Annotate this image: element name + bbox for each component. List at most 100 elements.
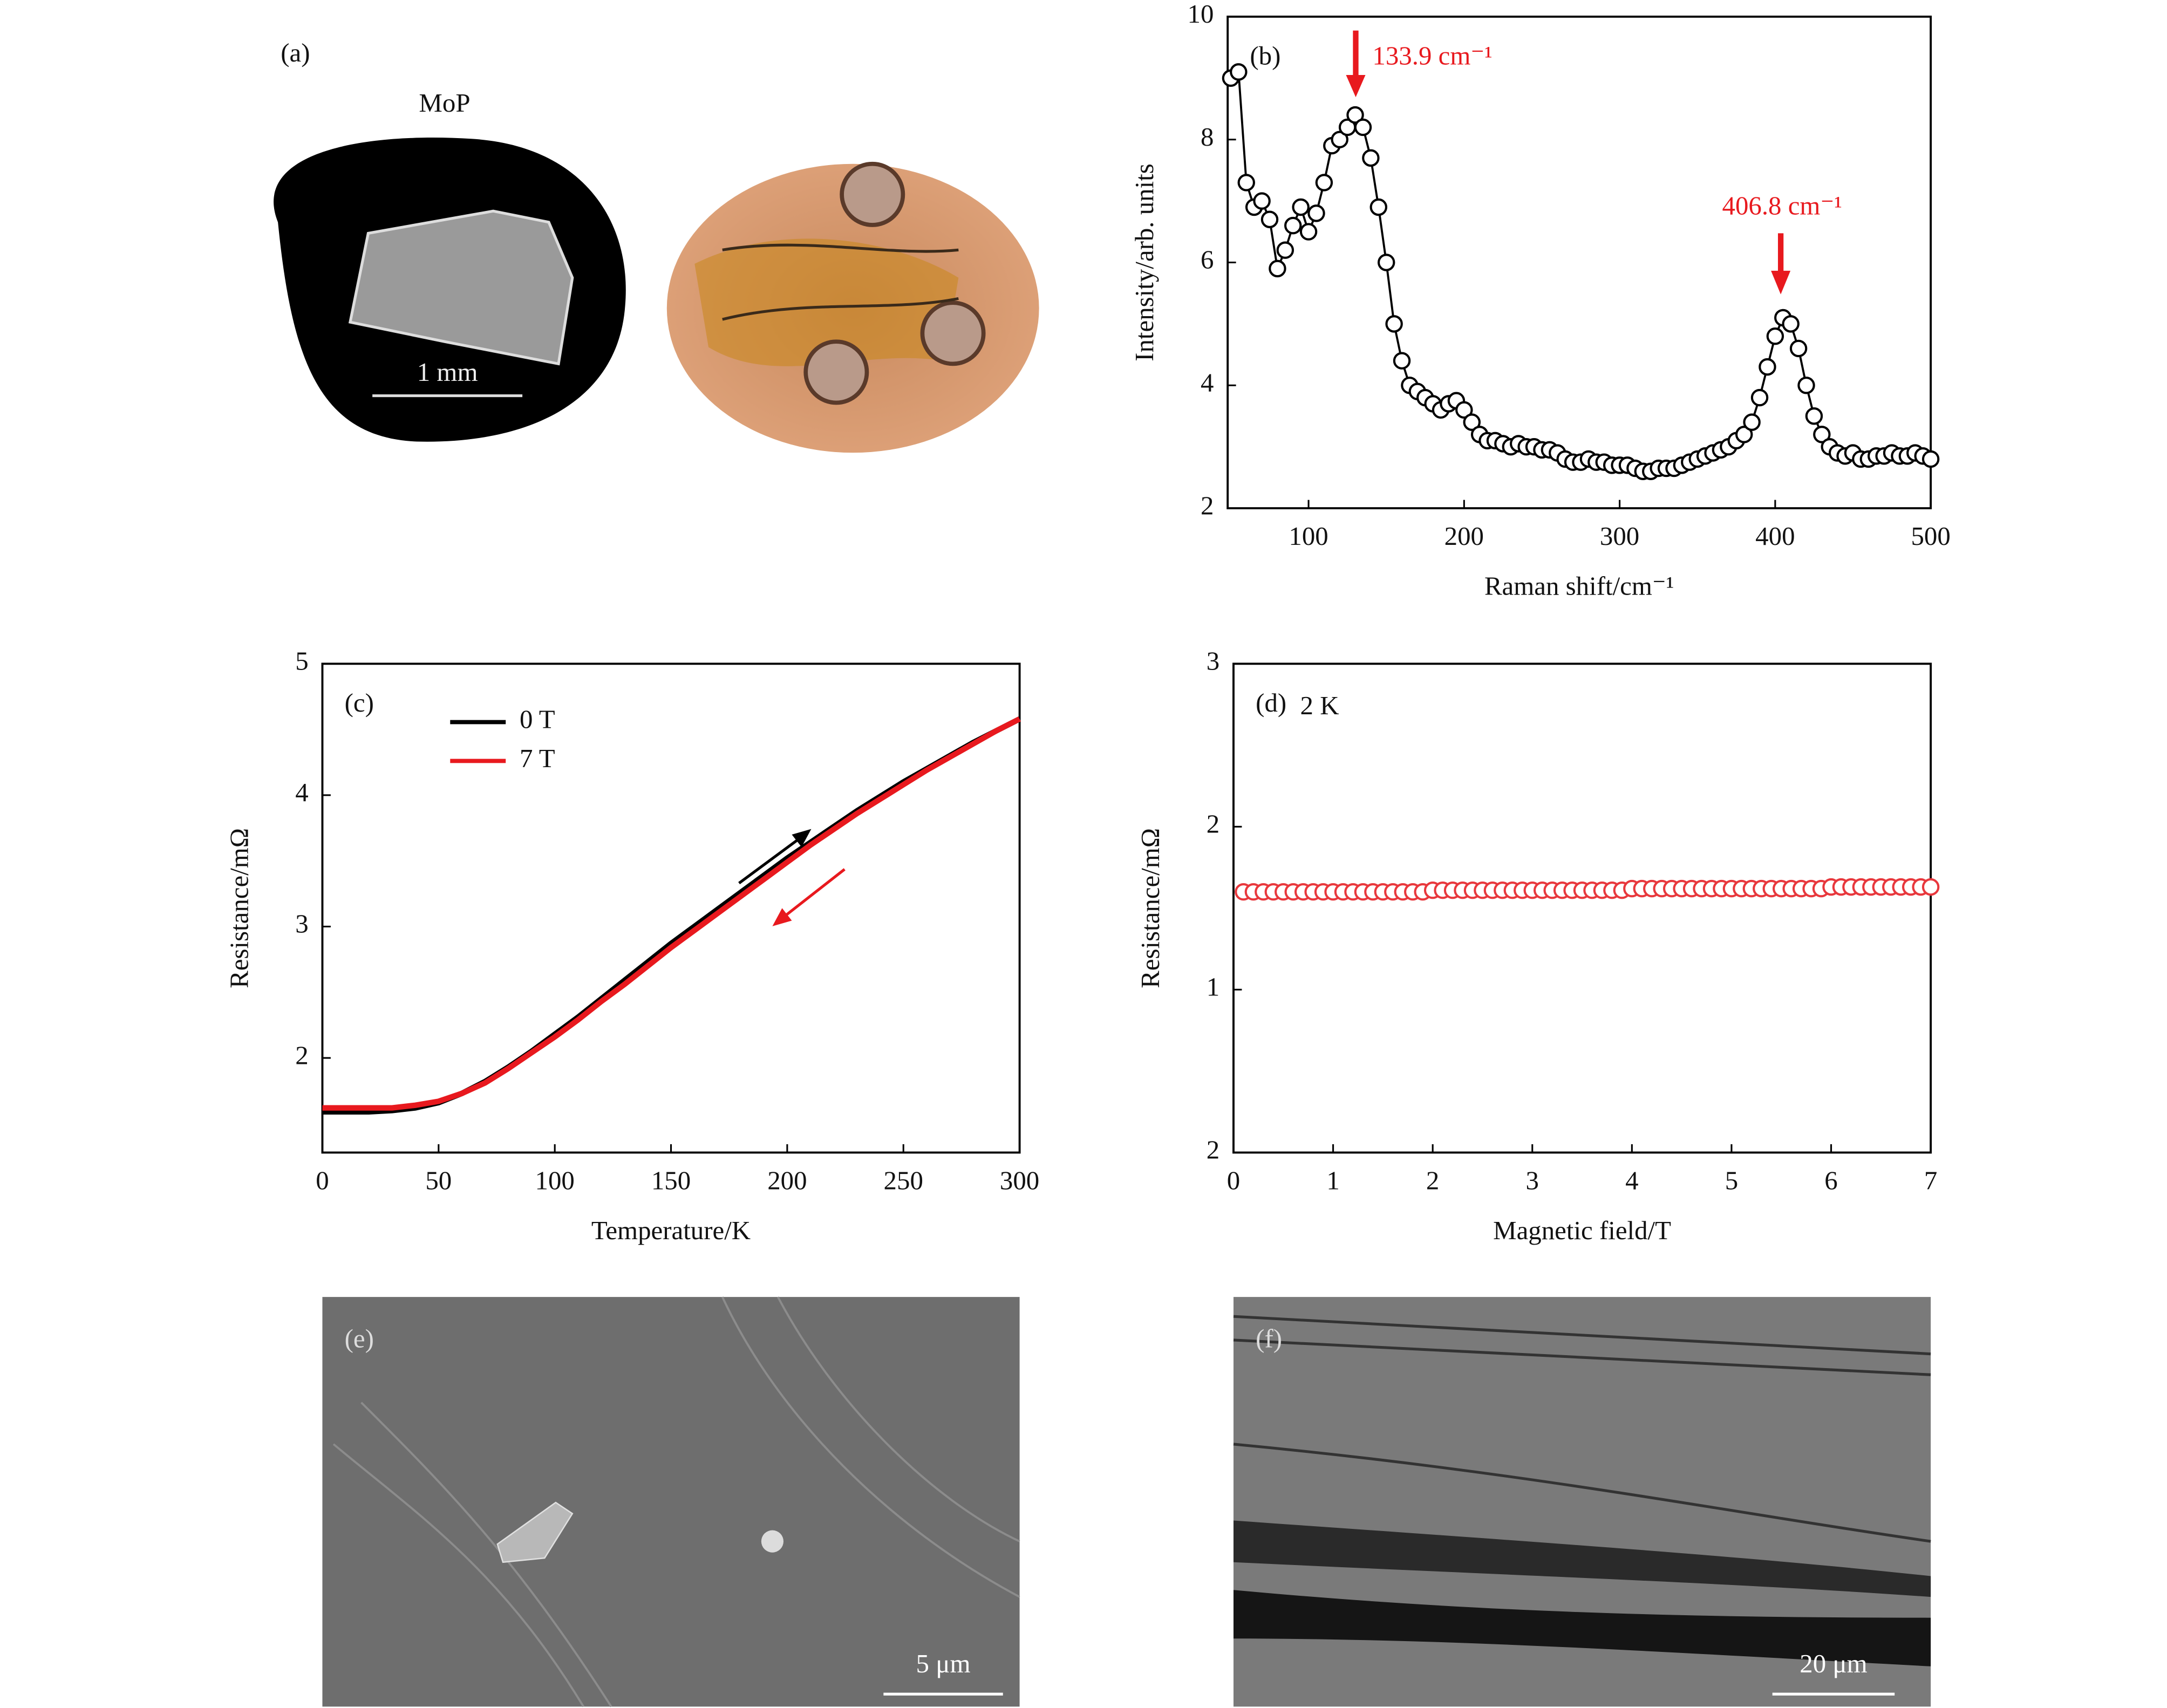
scale-bar-label: 20 μm [1800, 1649, 1867, 1678]
arrow-head [792, 829, 812, 848]
y-tick-label: 2 [1207, 1135, 1219, 1165]
annotation: 406.8 cm⁻¹ [1722, 190, 1842, 220]
panel-f: (f) 20 μm [1233, 1297, 1931, 1707]
panel-label: (f) [1256, 1324, 1282, 1354]
panel-label: (d) [1256, 688, 1286, 718]
x-tick-label: 100 [1289, 521, 1328, 551]
particle [496, 1501, 574, 1563]
x-tick-label: 300 [1600, 521, 1639, 551]
x-tick-label: 5 [1725, 1165, 1738, 1195]
x-tick-label: 2 [1426, 1165, 1439, 1195]
y-tick-label: 8 [1201, 122, 1214, 152]
y-tick-label: 2 [295, 1040, 308, 1070]
x-tick-label: 4 [1625, 1165, 1638, 1195]
data-point [1385, 315, 1403, 333]
scale-bar-label: 5 μm [916, 1649, 971, 1678]
data-point [1292, 198, 1310, 216]
data-point [1331, 131, 1348, 148]
legend-label: 0 T [520, 705, 555, 734]
x-tick-label: 0 [1227, 1165, 1240, 1195]
data-point [1805, 407, 1823, 425]
y-axis-label: Resistance/mΩ [224, 828, 254, 988]
y-tick-label: 2 [1201, 490, 1214, 520]
data-point [1735, 426, 1753, 443]
data-point [1230, 63, 1248, 81]
data-point [1463, 413, 1481, 431]
y-tick-label: 2 [1207, 809, 1219, 839]
data-point [1743, 413, 1761, 431]
y-tick-label: 4 [295, 777, 308, 807]
crystal [348, 209, 574, 366]
data-point [1750, 388, 1769, 407]
data-point [1813, 426, 1831, 443]
data-point [1315, 174, 1333, 192]
sem-image [322, 1297, 1020, 1707]
annotation: 133.9 cm⁻¹ [1372, 40, 1492, 70]
data-point [1284, 216, 1302, 235]
panel-label: (e) [345, 1324, 374, 1354]
annotation: 2 K [1300, 691, 1339, 720]
data-point [1354, 118, 1372, 136]
wires [722, 243, 959, 321]
data-point [1393, 352, 1411, 370]
glue [694, 238, 959, 366]
data-point [1455, 401, 1473, 419]
y-tick-label: 3 [1207, 646, 1219, 676]
x-axis-label: Temperature/K [591, 1215, 751, 1245]
panel-e: (e) 5 μm [322, 1296, 1020, 1707]
arrow [780, 868, 846, 921]
data-point [1789, 339, 1808, 358]
data-point [1759, 358, 1776, 376]
x-tick-label: 0 [316, 1165, 329, 1195]
panel-label: (b) [1250, 40, 1280, 70]
x-tick-label: 250 [884, 1165, 923, 1195]
x-tick-label: 200 [1444, 521, 1484, 551]
x-tick-label: 300 [1000, 1165, 1039, 1195]
x-axis-label: Raman shift/cm⁻¹ [1484, 571, 1674, 601]
y-tick-label: 5 [295, 646, 308, 676]
data-point [1269, 259, 1286, 278]
x-tick-label: 7 [1924, 1165, 1937, 1195]
y-tick-label: 3 [295, 909, 308, 939]
x-axis-label: Magnetic field/T [1493, 1215, 1671, 1245]
contact [803, 339, 869, 405]
panel-a: (a) MoP 1 mm [274, 38, 1039, 453]
panel-b-annotations: 133.9 cm⁻¹ 406.8 cm⁻¹ [1346, 30, 1842, 295]
arrow-head [1346, 74, 1366, 98]
plot-frame [1232, 662, 1932, 1154]
data-point [1307, 204, 1325, 222]
particle [761, 1530, 784, 1553]
arrow [738, 835, 804, 885]
x-tick-label: 500 [1911, 521, 1950, 551]
data-point [1369, 198, 1388, 216]
x-tick-label: 3 [1526, 1165, 1539, 1195]
data-point [1253, 192, 1271, 210]
x-tick-label: 50 [425, 1165, 452, 1195]
panel-label: (a) [281, 38, 310, 67]
y-tick-label: 4 [1201, 367, 1214, 397]
steps [1233, 1315, 1931, 1543]
data-point [1237, 174, 1255, 192]
data-point [1299, 223, 1318, 241]
step-band [1233, 1590, 1931, 1666]
terraces [332, 1296, 1020, 1707]
scale-bar-label: 1 mm [417, 357, 478, 387]
contact [920, 300, 986, 366]
x-tick-label: 200 [767, 1165, 807, 1195]
data-point [1276, 241, 1294, 259]
plot-frame [321, 662, 1021, 1154]
y-tick-label: 10 [1188, 0, 1214, 29]
arrow-head [772, 908, 792, 926]
data-point [1921, 878, 1940, 896]
data-point [1362, 149, 1380, 167]
x-tick-label: 100 [535, 1165, 574, 1195]
arrow-head [1771, 270, 1791, 295]
sample-title: MoP [419, 88, 470, 118]
series-line [322, 716, 1021, 1111]
data-point [1260, 210, 1279, 228]
data-point [1782, 315, 1800, 333]
step-band [1233, 1520, 1931, 1597]
panel-label: (c) [345, 688, 374, 718]
data-point [1346, 106, 1364, 124]
